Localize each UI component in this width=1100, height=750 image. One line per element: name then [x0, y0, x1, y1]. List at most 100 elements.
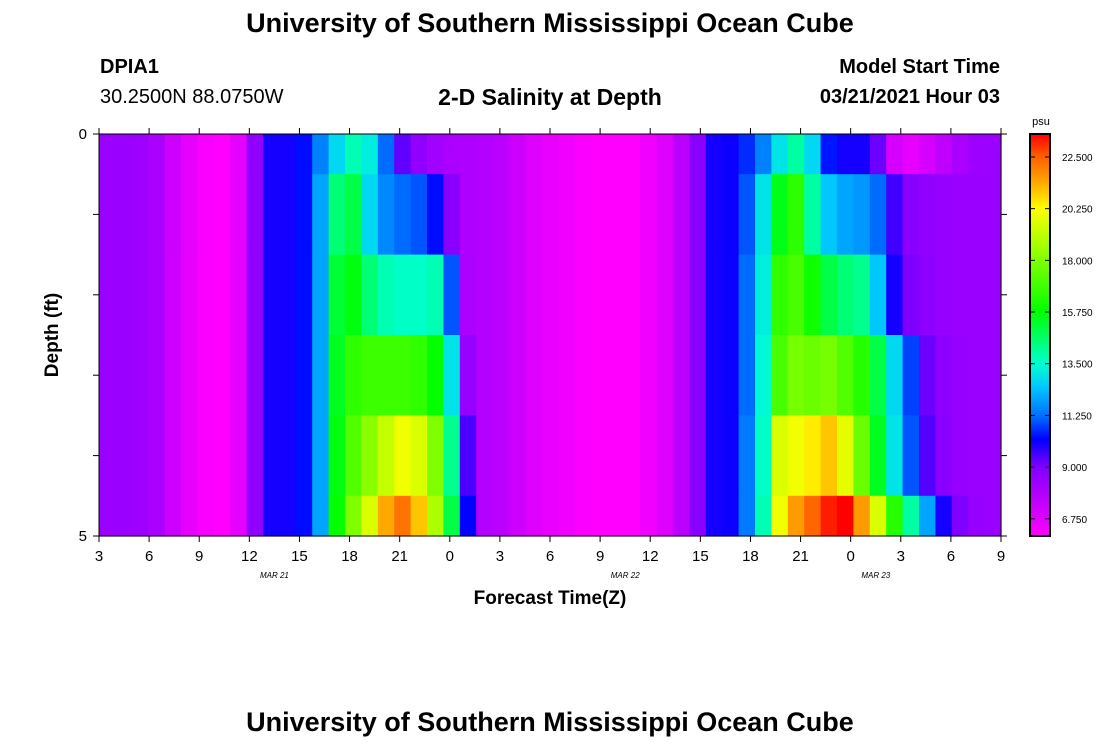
heatmap-cell — [181, 335, 198, 416]
x-tick-label: 15 — [692, 548, 709, 565]
heatmap-cell — [787, 335, 805, 416]
heatmap-cell — [673, 415, 690, 497]
heatmap-cell — [148, 174, 166, 256]
colorbar-tick-label: 22.500 — [1062, 153, 1093, 164]
colorbar-unit: psu — [1032, 116, 1050, 128]
heatmap-cell — [738, 495, 756, 537]
heatmap-cell — [230, 495, 248, 537]
heatmap-cell — [509, 415, 526, 497]
heatmap-cell — [263, 495, 280, 537]
heatmap-cell — [476, 495, 494, 537]
heatmap-cell — [443, 254, 461, 336]
heatmap-cell — [213, 134, 231, 175]
heatmap-cell — [148, 415, 166, 497]
colorbar-tick-label: 18.000 — [1062, 256, 1093, 267]
heatmap-cell — [525, 335, 543, 416]
heatmap-cell — [295, 415, 313, 497]
x-tick-label: 18 — [742, 548, 759, 565]
heatmap-cell — [738, 254, 756, 336]
heatmap-cell — [197, 415, 215, 497]
heatmap-cell — [131, 495, 149, 537]
heatmap-cell — [574, 335, 592, 416]
heatmap-cell — [377, 335, 395, 416]
x-tick-label: 21 — [391, 548, 408, 565]
heatmap-cell — [181, 415, 198, 497]
heatmap-cell — [230, 335, 248, 416]
heatmap-cell — [820, 495, 838, 537]
heatmap-cell — [427, 254, 444, 336]
y-axis-label: Depth (ft) — [42, 293, 63, 377]
heatmap-cell — [246, 174, 264, 256]
heatmap-cell — [394, 335, 412, 416]
heatmap-cell — [640, 495, 658, 537]
heatmap-cell — [427, 174, 444, 256]
colorbar-tick-label: 9.000 — [1062, 463, 1087, 474]
x-tick-label: 9 — [997, 548, 1005, 565]
heatmap-cell — [919, 174, 936, 256]
heatmap-cell — [902, 254, 920, 336]
heatmap-cell — [869, 415, 887, 497]
heatmap-cell — [755, 495, 772, 537]
heatmap-cell — [328, 174, 346, 256]
heatmap-cell — [525, 415, 543, 497]
x-tick-label: 3 — [95, 548, 103, 565]
heatmap-cell — [837, 134, 854, 175]
heatmap-cell — [591, 254, 608, 336]
heatmap-cell — [673, 254, 690, 336]
heatmap-cell — [492, 335, 510, 416]
heatmap-cell — [213, 495, 231, 537]
heatmap-cell — [738, 335, 756, 416]
heatmap-cell — [443, 134, 461, 175]
heatmap-cell — [131, 134, 149, 175]
heatmap-cell — [837, 495, 854, 537]
colorbar-scale — [1029, 133, 1051, 537]
heatmap-cell — [705, 415, 723, 497]
heatmap-cell — [968, 495, 986, 537]
heatmap-cell — [591, 495, 608, 537]
heatmap-cell — [525, 495, 543, 537]
heatmap-cell — [558, 254, 576, 336]
heatmap-cell — [115, 134, 133, 175]
heatmap-cell — [755, 134, 772, 175]
heatmap-cell — [99, 495, 116, 537]
heatmap-cell — [984, 134, 1002, 175]
heatmap-cell — [837, 415, 854, 497]
heatmap-cell — [279, 495, 297, 537]
heatmap-cell — [115, 254, 133, 336]
heatmap-cell — [623, 174, 641, 256]
heatmap-cell — [427, 134, 444, 175]
heatmap-cell — [820, 254, 838, 336]
heatmap-cell — [869, 335, 887, 416]
heatmap-cell — [656, 134, 674, 175]
heatmap-cell — [328, 335, 346, 416]
heatmap-cell — [394, 174, 412, 256]
heatmap-cell — [869, 495, 887, 537]
heatmap-cell — [345, 174, 362, 256]
heatmap-cell — [935, 174, 953, 256]
heatmap-cell — [902, 134, 920, 175]
heatmap-cell — [541, 495, 559, 537]
heatmap-cell — [361, 495, 379, 537]
heatmap-cell — [345, 495, 362, 537]
heatmap-cell — [295, 335, 313, 416]
salinity-heatmap-chart: 3 6 9 12 15 18 21 0 3 6 9 12 15 18 21 0 3 6 9 MAR 21 MAR 22 M… — [42, 116, 1093, 609]
heatmap-cell — [246, 254, 264, 336]
heatmap-cell — [361, 415, 379, 497]
heatmap-cell — [902, 174, 920, 256]
heatmap-cell — [541, 134, 559, 175]
heatmap-cell — [246, 134, 264, 175]
heatmap-cell — [771, 495, 789, 537]
heatmap-cell — [312, 174, 330, 256]
heatmap-cell — [295, 254, 313, 336]
heatmap-cell — [99, 134, 116, 175]
heatmap-cell — [361, 174, 379, 256]
heatmap-cell — [459, 254, 477, 336]
heatmap-cell — [755, 174, 772, 256]
heatmap-cell — [837, 254, 854, 336]
x-tick-label: 6 — [546, 548, 554, 565]
heatmap-cell — [919, 134, 936, 175]
heatmap-cell — [853, 134, 871, 175]
heatmap-cell — [525, 254, 543, 336]
heatmap-cell — [99, 335, 116, 416]
colorbar-tick-label: 13.500 — [1062, 360, 1093, 371]
